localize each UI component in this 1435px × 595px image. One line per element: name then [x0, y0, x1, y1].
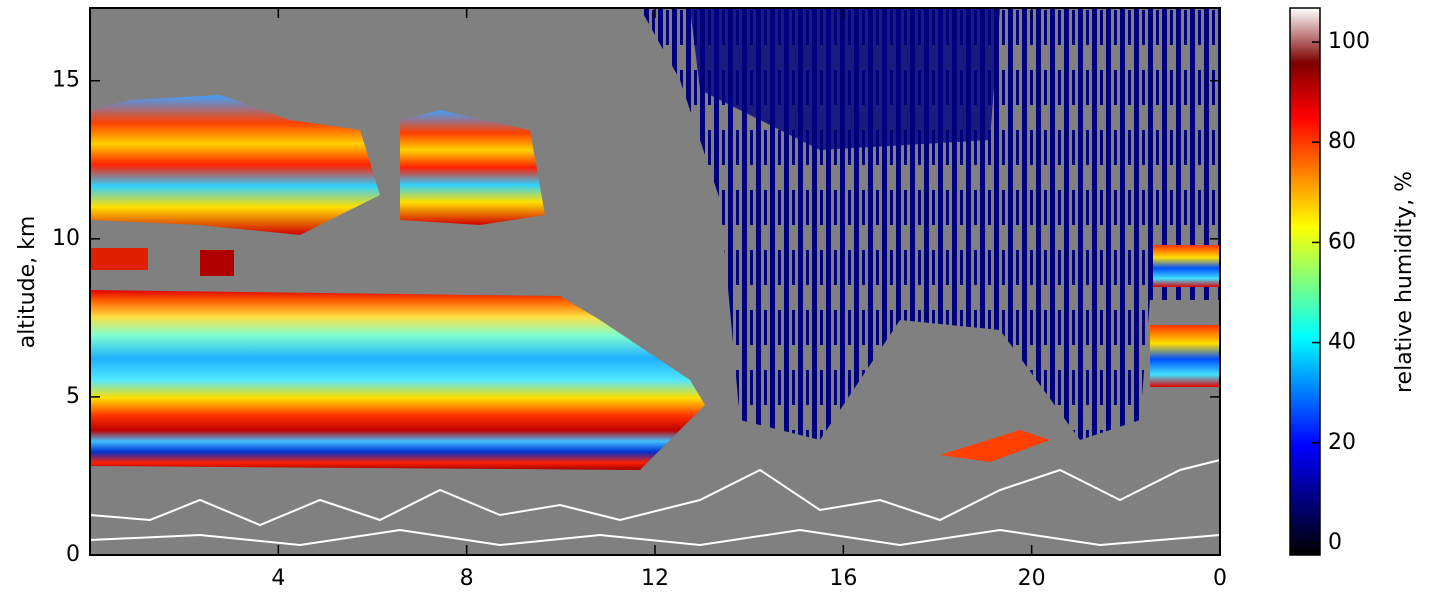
cloud-layer [940, 430, 1050, 462]
colorbar-tick-label: 0 [1328, 530, 1342, 555]
heatmap-layer [89, 7, 1221, 556]
y-axis-label: altitude, km [15, 216, 40, 349]
colorbar-tick-label: 40 [1328, 330, 1356, 355]
x-tick-label: 16 [829, 566, 857, 591]
colorbar [1289, 7, 1321, 556]
y-tick-label: 0 [66, 542, 80, 567]
cloud-layer [1150, 325, 1220, 387]
contour [89, 459, 1221, 527]
cloud-layer [200, 250, 234, 276]
cloud-layer [90, 290, 705, 470]
cloud-layer [90, 248, 148, 270]
cloud-layer [90, 95, 380, 235]
colorbar-tick-label: 80 [1328, 129, 1356, 154]
colorbar-tick-label: 20 [1328, 430, 1356, 455]
colorbar-label: relative humidity, % [1392, 171, 1417, 393]
colorbar-tick-label: 100 [1328, 29, 1370, 54]
x-tick-label: 12 [641, 566, 669, 591]
x-tick-label: 20 [1018, 566, 1046, 591]
y-tick-label: 5 [66, 384, 80, 409]
colorbar-tick-label: 60 [1328, 229, 1356, 254]
x-tick-label: 0 [1213, 566, 1227, 591]
y-tick-label: 15 [52, 68, 80, 93]
x-tick-label: 4 [271, 566, 285, 591]
cloud-layer [1153, 245, 1220, 287]
y-tick-label: 10 [52, 226, 80, 251]
dry-region [690, 8, 1000, 150]
cloud-layer [400, 110, 545, 225]
contour [89, 528, 1221, 547]
x-tick-label: 8 [460, 566, 474, 591]
